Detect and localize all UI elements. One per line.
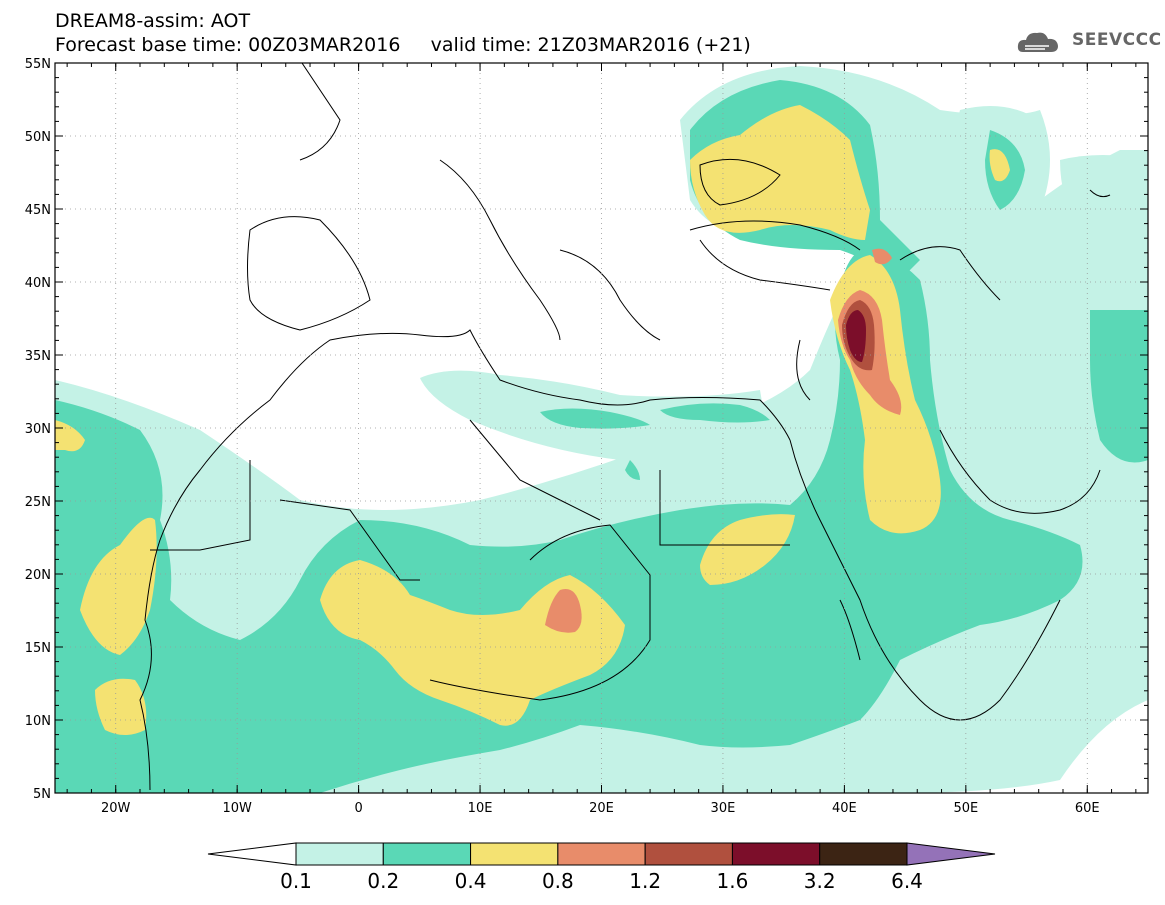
- colorbar-label: 3.2: [803, 869, 836, 893]
- lat-label: 45N: [25, 203, 51, 218]
- aot-level-1.6: [846, 310, 866, 362]
- lat-label: 35N: [25, 349, 51, 364]
- coastlines: [139, 63, 1111, 791]
- colorbar-swatch: [470, 842, 559, 866]
- lon-label: 10E: [468, 801, 493, 816]
- cloud-logo-icon: [1017, 32, 1058, 52]
- colorbar-label: 1.6: [716, 869, 749, 893]
- lat-label: 5N: [33, 787, 51, 802]
- colorbar-swatch: [557, 842, 646, 866]
- aot-field: [55, 63, 1148, 793]
- lon-label: 20W: [101, 801, 131, 816]
- lon-label: 0: [354, 801, 362, 816]
- colorbar-swatch: [731, 842, 821, 866]
- lon-label: 40E: [832, 801, 857, 816]
- logo-text: SEEVCCC: [1072, 30, 1162, 50]
- lat-label: 20N: [25, 568, 51, 583]
- map-subtitle: Forecast base time: 00Z03MAR2016 valid t…: [55, 34, 751, 56]
- lon-label: 60E: [1075, 801, 1100, 816]
- graticule: [55, 63, 1148, 793]
- colorbar-label: 6.4: [891, 869, 923, 893]
- longitude-labels: 20W 10W 0 10E 20E 30E 40E 50E 60E: [101, 801, 1100, 816]
- colorbar-under-arrow: [207, 842, 297, 866]
- axis-ticks: [55, 62, 1148, 794]
- colorbar-swatch: [644, 842, 733, 866]
- colorbar-label: 0.8: [541, 869, 574, 893]
- colorbar-label: 0.2: [367, 869, 400, 893]
- colorbar: [207, 842, 996, 866]
- lat-label: 40N: [25, 276, 51, 291]
- lon-label: 10W: [222, 801, 252, 816]
- colorbar-swatch: [819, 842, 908, 866]
- lon-label: 50E: [953, 801, 978, 816]
- lon-label: 30E: [711, 801, 736, 816]
- lat-label: 25N: [25, 495, 51, 510]
- colorbar-label: 0.4: [454, 869, 487, 893]
- lat-label: 30N: [25, 422, 51, 437]
- lat-label: 50N: [25, 130, 51, 145]
- lat-label: 15N: [25, 641, 51, 656]
- colorbar-label: 1.2: [629, 869, 662, 893]
- colorbar-label: 0.1: [280, 869, 312, 893]
- lat-label: 55N: [25, 57, 51, 72]
- colorbar-over-arrow: [906, 842, 996, 866]
- map-title: DREAM8-assim: AOT: [55, 10, 251, 32]
- colorbar-swatch: [295, 842, 384, 866]
- colorbar-swatch: [382, 842, 472, 866]
- latitude-labels: 55N 50N 45N 40N 35N 30N 25N 20N 15N 10N 5N: [25, 57, 51, 802]
- lon-label: 20E: [589, 801, 614, 816]
- lat-label: 10N: [25, 714, 51, 729]
